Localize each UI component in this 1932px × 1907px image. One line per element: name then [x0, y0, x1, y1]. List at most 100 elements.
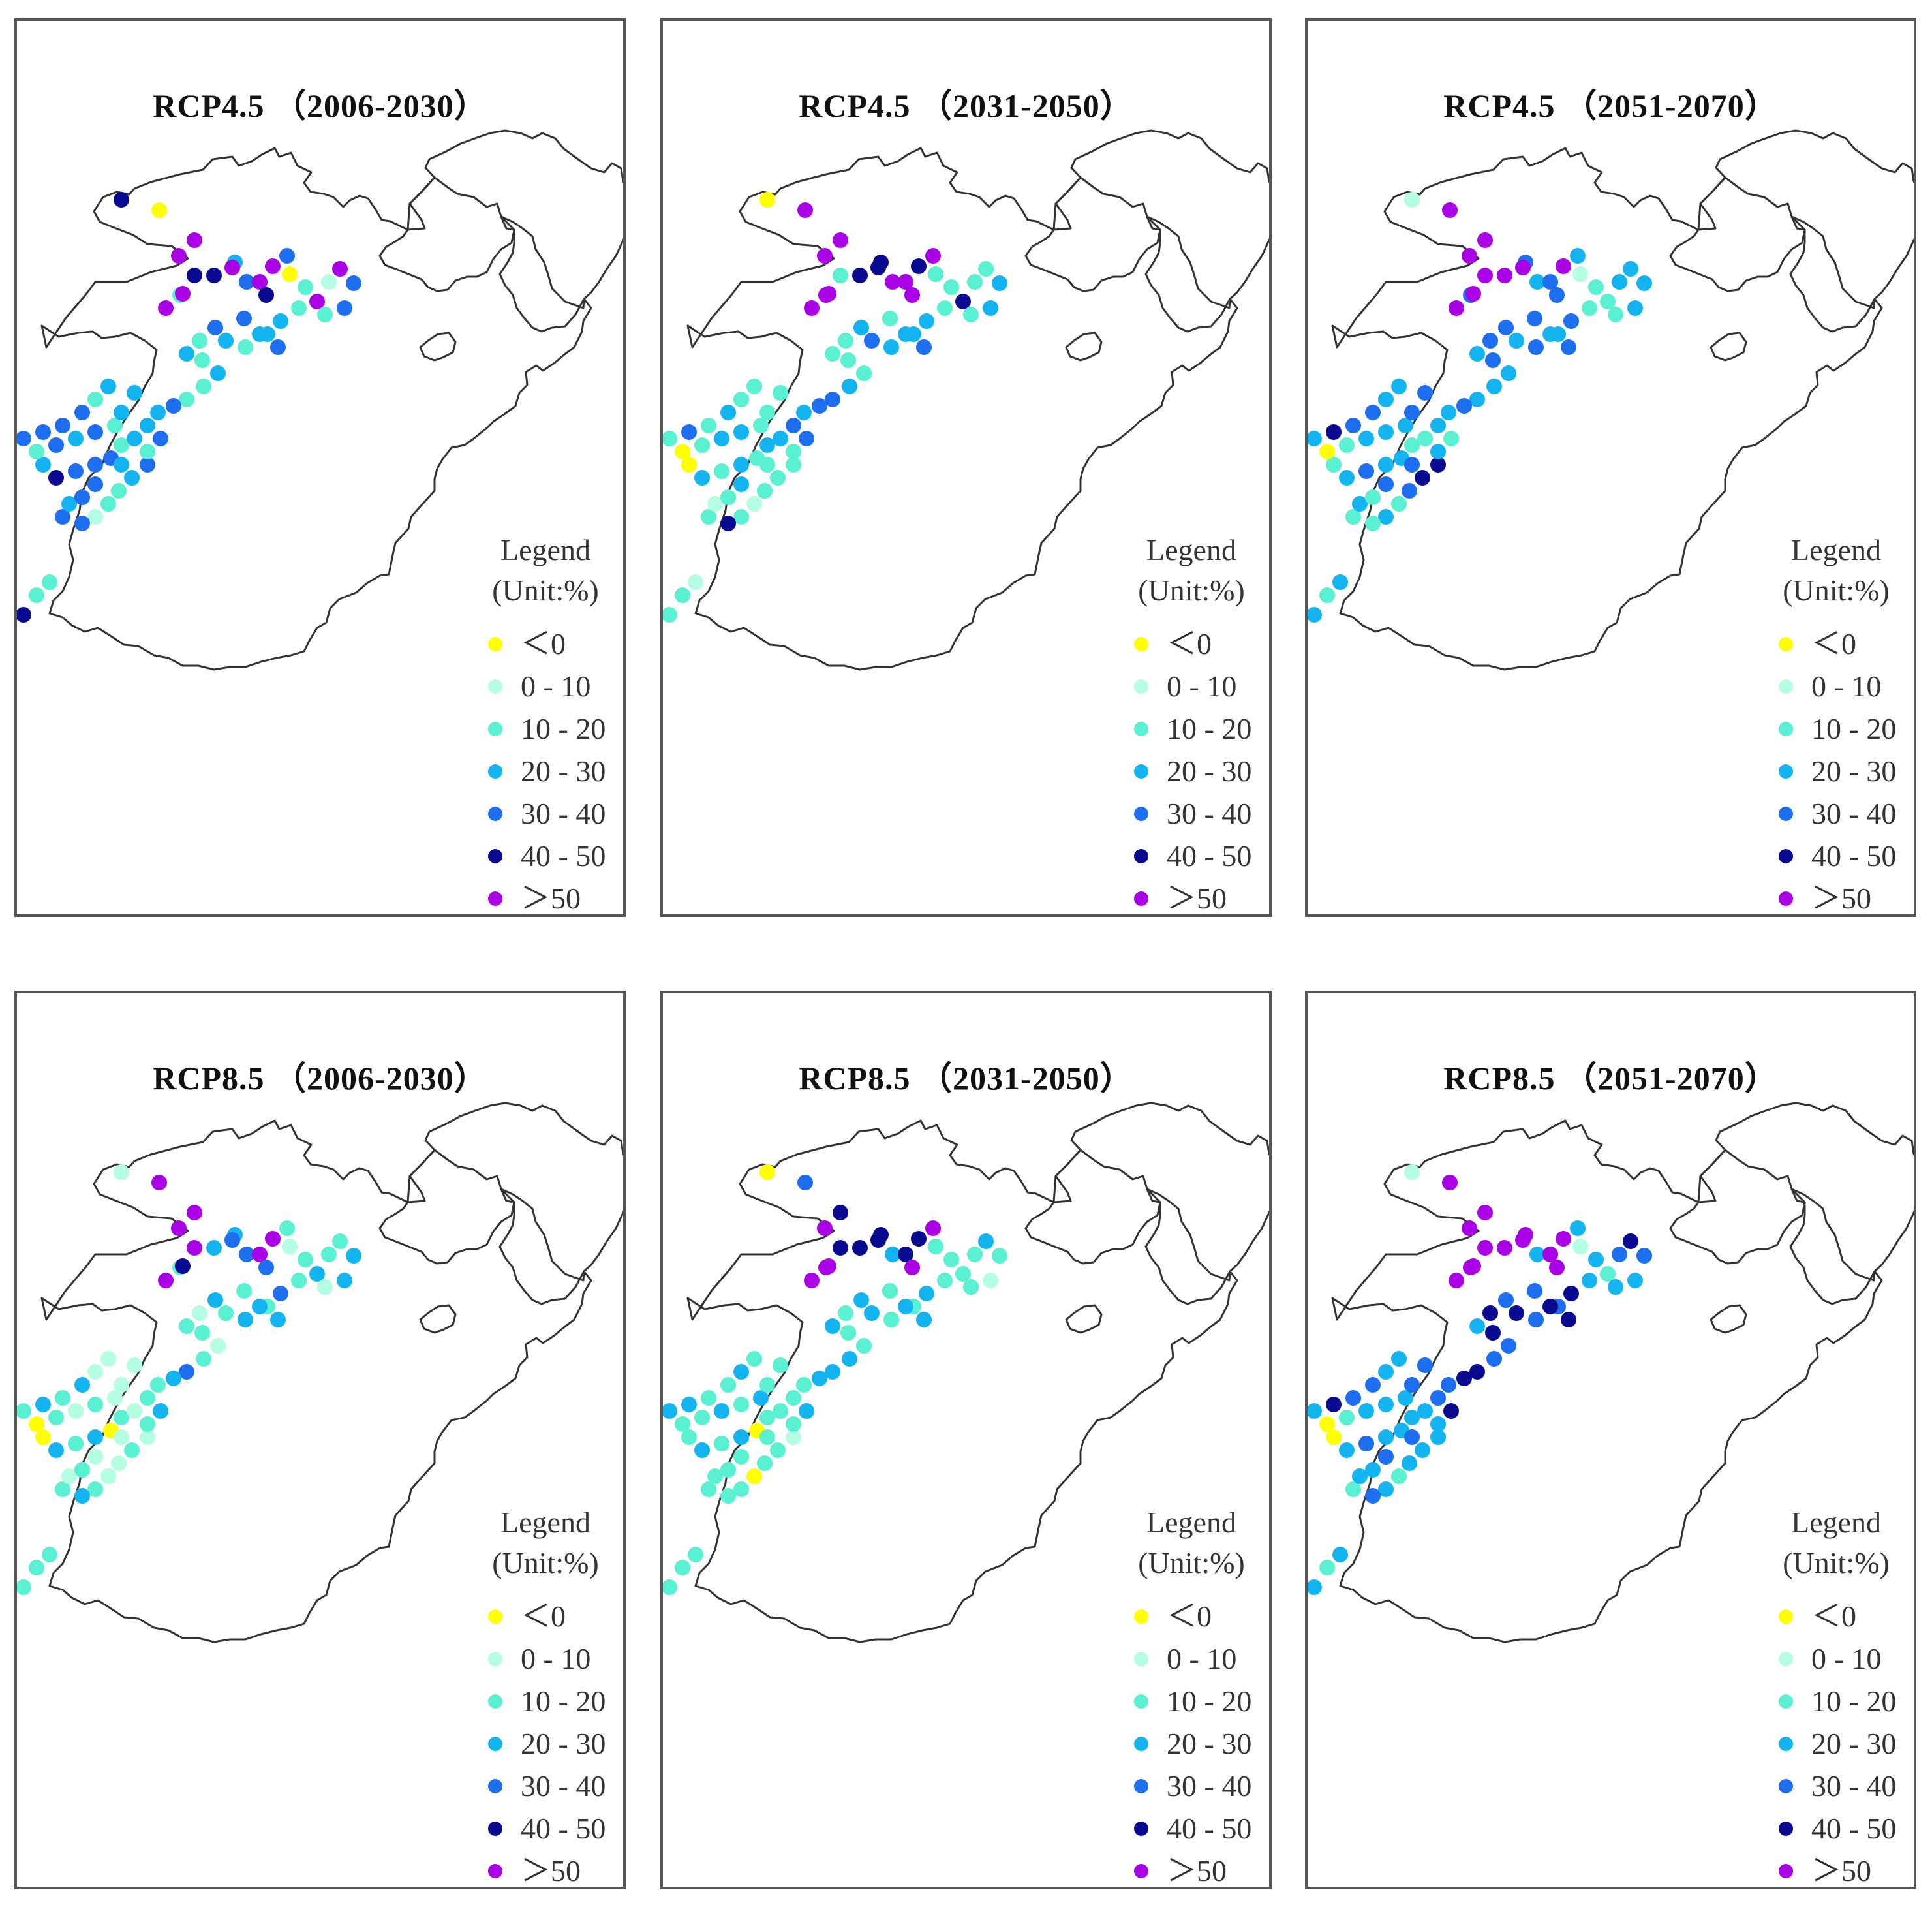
- station-point: [1430, 418, 1446, 433]
- station-point: [218, 333, 234, 349]
- station-point: [1404, 1164, 1420, 1180]
- station-point: [100, 1468, 116, 1484]
- station-point: [853, 320, 869, 335]
- station-point: [114, 1377, 129, 1393]
- station-point: [797, 1175, 813, 1190]
- legend-label: 10 - 20: [1167, 1684, 1252, 1718]
- station-point: [1636, 1248, 1652, 1264]
- legend-unit: (Unit:%): [1138, 574, 1245, 607]
- legend-swatch: [1779, 1652, 1793, 1666]
- station-point: [864, 1305, 880, 1321]
- legend-swatch: [1779, 1822, 1793, 1836]
- station-point: [1358, 1403, 1374, 1419]
- station-map: [17, 129, 623, 671]
- station-point: [236, 311, 252, 326]
- station-point: [175, 286, 191, 302]
- station-point: [74, 1488, 90, 1504]
- station-point: [1477, 1240, 1493, 1256]
- station-point: [1485, 1325, 1501, 1341]
- station-point: [114, 192, 129, 208]
- station-point: [252, 1247, 268, 1262]
- station-point: [714, 431, 729, 446]
- station-point: [1600, 1266, 1616, 1282]
- legend-swatch: [1134, 722, 1148, 736]
- station-point: [833, 268, 848, 283]
- legend-item: 30 - 40: [1758, 795, 1914, 837]
- station-point: [1345, 418, 1361, 433]
- station-map: [663, 129, 1269, 671]
- station-point: [1462, 248, 1477, 264]
- station-point: [1612, 1247, 1627, 1262]
- station-point: [1509, 1305, 1524, 1321]
- station-point: [1404, 1410, 1420, 1425]
- station-point: [701, 1390, 716, 1406]
- legend-swatch: [488, 637, 502, 651]
- station-point: [701, 1481, 716, 1497]
- legend-unit: (Unit:%): [1138, 1546, 1245, 1579]
- station-point: [127, 1403, 142, 1419]
- panel-title: RCP8.5 （2006-2030）: [153, 1060, 487, 1096]
- legend-item: 20 - 30: [467, 1725, 624, 1767]
- station-point: [207, 1292, 223, 1308]
- station-point: [796, 405, 812, 420]
- legend-item: 0 - 10: [467, 668, 624, 710]
- legend-label: 30 - 40: [521, 797, 606, 830]
- station-point: [1402, 483, 1417, 499]
- station-point: [1556, 258, 1571, 274]
- station-point: [140, 1390, 155, 1406]
- legend-item: 40 - 50: [467, 1810, 624, 1852]
- station-point: [17, 1403, 31, 1419]
- station-point: [35, 1429, 51, 1445]
- station-point: [238, 339, 253, 355]
- station-point: [770, 1442, 786, 1458]
- station-point: [786, 1390, 801, 1406]
- station-point: [1542, 1299, 1558, 1314]
- legend-item: ＜0: [1113, 1598, 1270, 1640]
- station-point: [1449, 1273, 1464, 1288]
- station-point: [1378, 1449, 1394, 1465]
- enclave-boundary: [1710, 1304, 1747, 1334]
- legend-item: 20 - 30: [1113, 752, 1270, 795]
- station-point: [87, 424, 103, 440]
- legend-swatch: [488, 849, 502, 863]
- station-point: [282, 266, 298, 282]
- station-point: [1308, 607, 1322, 623]
- station-point: [153, 1403, 168, 1419]
- beijing-boundary: [1669, 1149, 1806, 1265]
- station-point: [179, 1364, 194, 1380]
- station-point: [1549, 287, 1565, 303]
- station-point: [1365, 1462, 1381, 1478]
- legend-swatch: [1134, 1694, 1148, 1709]
- tianjin-boundary: [498, 215, 585, 333]
- station-point: [346, 275, 361, 291]
- station-point: [675, 587, 690, 603]
- station-point: [206, 1240, 222, 1256]
- legend-swatch: [488, 1694, 502, 1709]
- region-outline: [686, 1102, 1269, 1643]
- station-point: [1542, 1247, 1558, 1262]
- station-point: [720, 1488, 736, 1504]
- legend-item: 10 - 20: [1113, 1682, 1270, 1725]
- legend-title: Legend: [500, 533, 590, 566]
- legend-title: Legend: [1146, 533, 1236, 566]
- legend-title: Legend: [1146, 1506, 1236, 1539]
- legend-item: ＞50: [467, 880, 624, 922]
- station-point: [1561, 1312, 1576, 1327]
- station-point: [1378, 509, 1394, 525]
- station-point: [236, 1283, 252, 1299]
- legend-label: ＞50: [1811, 882, 1871, 915]
- legend-swatch: [1134, 1864, 1148, 1878]
- station-point: [124, 470, 140, 486]
- station-map: [1308, 1102, 1914, 1643]
- station-point: [812, 398, 827, 414]
- legend-item: ＞50: [467, 1852, 624, 1895]
- region-outline: [1331, 129, 1914, 671]
- station-point: [759, 192, 775, 208]
- station-point: [1398, 1390, 1413, 1406]
- station-point: [663, 607, 677, 623]
- station-point: [733, 457, 749, 473]
- panel-title: RCP8.5 （2031-2050）: [799, 1060, 1133, 1096]
- legend-swatch: [1134, 1822, 1148, 1836]
- station-point: [279, 248, 295, 264]
- station-point: [55, 418, 70, 433]
